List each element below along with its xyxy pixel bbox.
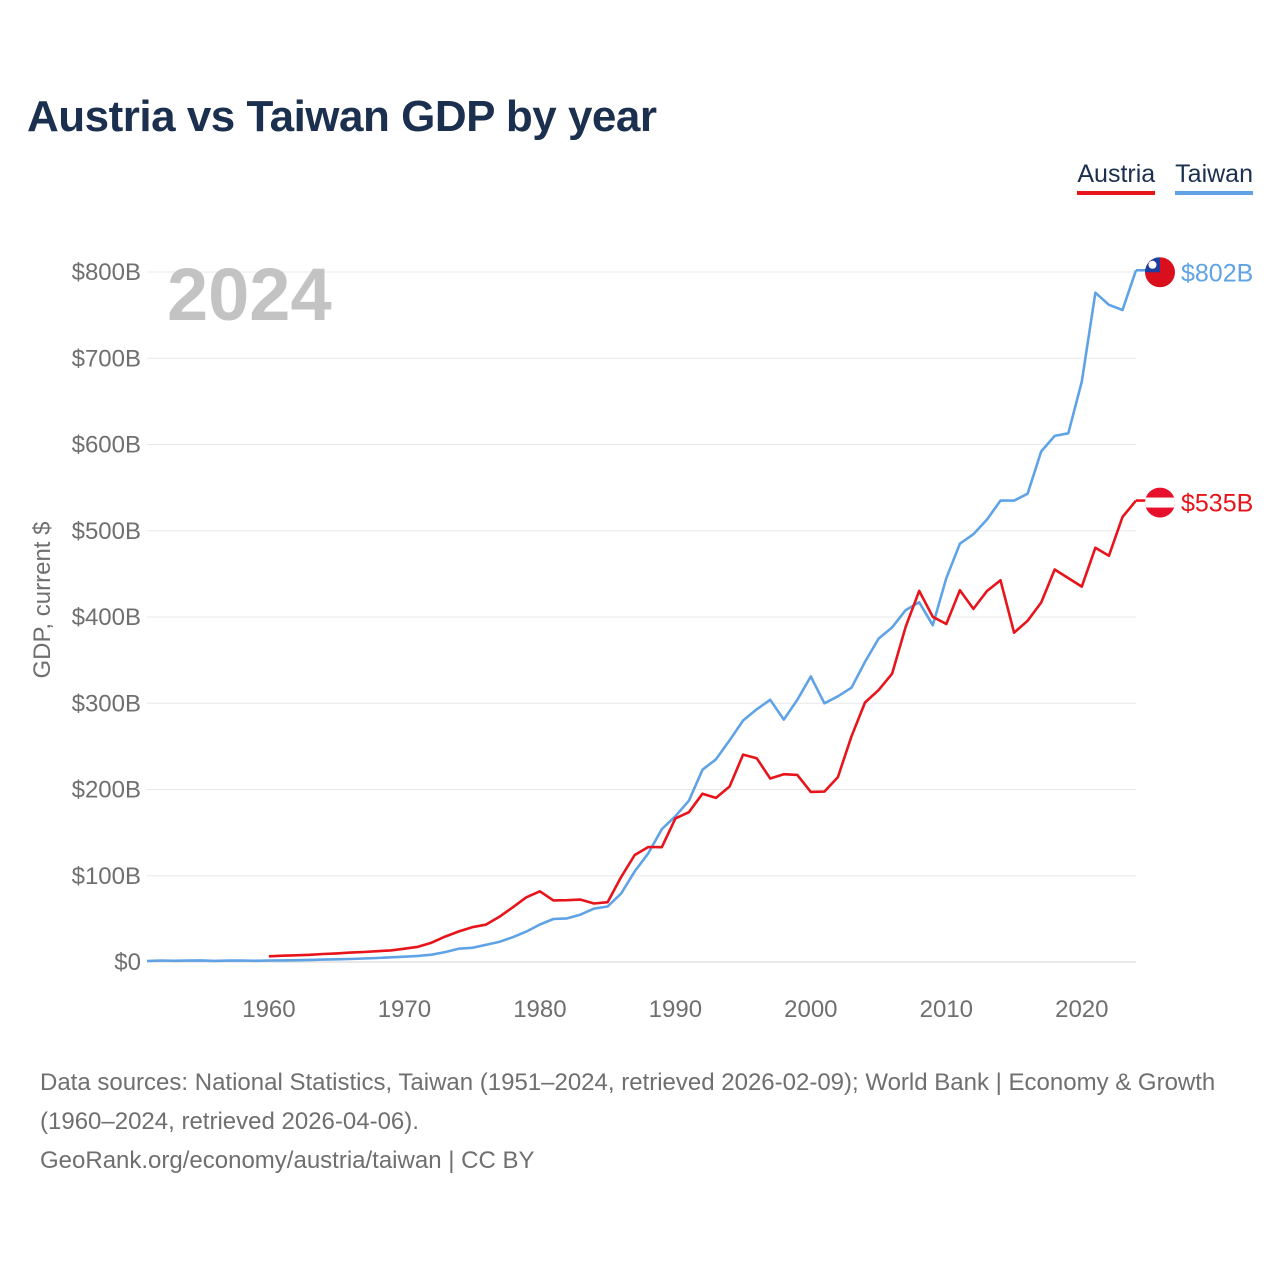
series-end-markers: $535B $802B — [1136, 257, 1253, 518]
end-value-label-austria: $535B — [1181, 490, 1253, 518]
sources-text: Data sources: National Statistics, Taiwa… — [40, 1069, 1216, 1135]
year-watermark: 2024 — [167, 253, 332, 336]
data-sources: Data sources: National Statistics, Taiwa… — [40, 1063, 1250, 1180]
y-axis-label: GDP, current $ — [29, 522, 56, 679]
y-tick-label: $800B — [72, 259, 141, 286]
x-tick-label: 2000 — [784, 996, 837, 1023]
y-tick-label: $500B — [72, 518, 141, 545]
gdp-line-chart: 2024 $0 $100B $200B $300B $400B $500B $600B $70… — [29, 253, 1253, 1023]
end-value-label-taiwan: $802B — [1181, 259, 1253, 287]
legend: Austria Taiwan — [1077, 160, 1253, 195]
series-lines — [146, 269, 1138, 963]
legend-item-austria[interactable]: Austria — [1077, 160, 1156, 195]
x-tick-label: 1990 — [649, 996, 702, 1023]
x-tick-label: 1970 — [378, 996, 431, 1023]
grid-lines — [147, 271, 1136, 963]
legend-item-taiwan[interactable]: Taiwan — [1175, 160, 1253, 195]
series-line-taiwan — [146, 269, 1138, 963]
austria-flag-icon — [1145, 487, 1175, 518]
y-tick-label: $300B — [72, 690, 141, 717]
x-tick-label: 2020 — [1055, 996, 1108, 1023]
y-tick-label: $0 — [114, 949, 141, 976]
x-tick-label: 2010 — [920, 996, 973, 1023]
taiwan-flag-icon — [1145, 257, 1175, 288]
x-axis-ticks: 1960 1970 1980 1990 2000 2010 2020 — [242, 996, 1108, 1023]
y-tick-label: $700B — [72, 345, 141, 372]
y-tick-label: $200B — [72, 777, 141, 804]
source-link[interactable]: GeoRank.org/economy/austria/taiwan | CC … — [40, 1147, 535, 1174]
x-tick-label: 1980 — [513, 996, 566, 1023]
series-line-austria — [268, 499, 1138, 958]
y-axis-ticks: $0 $100B $200B $300B $400B $500B $600B $700B $80… — [72, 259, 141, 976]
y-tick-label: $600B — [72, 432, 141, 459]
y-tick-label: $100B — [72, 863, 141, 890]
y-tick-label: $400B — [72, 604, 141, 631]
x-tick-label: 1960 — [242, 996, 295, 1023]
chart-title: Austria vs Taiwan GDP by year — [27, 92, 657, 141]
